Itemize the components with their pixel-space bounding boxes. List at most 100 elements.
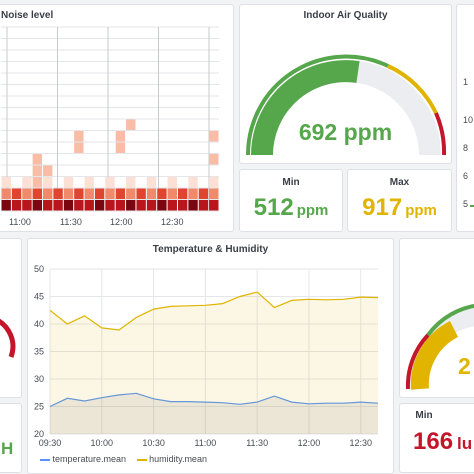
series-area-humidity-mean (50, 292, 378, 434)
heatmap-cell[interactable] (11, 188, 22, 200)
heatmap-cell[interactable] (84, 177, 94, 188)
y-tick-label: 45 (34, 292, 44, 302)
heatmap-cell[interactable] (209, 188, 219, 200)
heatmap-cell[interactable] (22, 188, 32, 200)
heatmap-cell[interactable] (209, 154, 219, 165)
heatmap-cell[interactable] (74, 131, 84, 142)
heatmap-cell[interactable] (84, 200, 94, 211)
series-line-temperature-mean[interactable] (49, 392, 379, 408)
x-tick-label: 11:30 (246, 438, 268, 448)
heatmap-cell[interactable] (32, 177, 43, 188)
stat-title: Max (389, 177, 410, 188)
x-tick-label: 11:30 (60, 217, 82, 227)
heatmap-cell[interactable] (126, 177, 136, 188)
heatmap-cell[interactable] (105, 188, 115, 200)
temperature-humidity-panel: Temperature & Humidity 20 25 30 35 40 45 50 09:… (27, 238, 394, 474)
heatmap-cell[interactable] (22, 200, 32, 211)
heatmap-cell[interactable] (32, 200, 43, 211)
temperature-humidity-chart[interactable]: 20 25 30 35 40 45 50 09:30 10:00 10:30 11:00 11:30 1… (28, 239, 394, 474)
gauge-value-fragment: 2 (458, 353, 471, 379)
heatmap-cell[interactable] (1, 200, 11, 211)
stat-unit: ppm (296, 202, 329, 219)
heatmap-cell[interactable] (32, 154, 43, 165)
heatmap-cell[interactable] (157, 200, 167, 211)
heatmap-cell[interactable] (136, 200, 146, 211)
heatmap-cell[interactable] (53, 200, 63, 211)
heatmap-cell[interactable] (126, 200, 136, 211)
x-tick-label: 12:00 (110, 217, 133, 227)
heatmap-cell[interactable] (94, 188, 105, 200)
noise-heatmap[interactable] (0, 5, 234, 232)
heatmap-cell[interactable] (1, 188, 11, 200)
partial-gauge (405, 303, 474, 391)
heatmap-cell[interactable] (146, 200, 157, 211)
heatmap-cell[interactable] (115, 200, 126, 211)
threshold-red (405, 333, 430, 390)
right-partial-panel: 1 10 8 6 5 (456, 4, 474, 232)
axis-tick: 8 (463, 143, 469, 153)
heatmap-cell[interactable] (74, 188, 84, 200)
stat-value: 917 ppm (348, 194, 451, 222)
heatmap-cell[interactable] (209, 200, 219, 211)
heatmap-cell[interactable] (105, 200, 115, 211)
x-tick-label: 09:30 (39, 438, 62, 448)
heatmap-cell[interactable] (167, 200, 177, 211)
heatmap-cell[interactable] (115, 131, 126, 142)
gauge-value-arc (410, 320, 459, 390)
heatmap-cell[interactable] (126, 188, 136, 200)
heatmap-cell[interactable] (136, 188, 146, 200)
heatmap-cell[interactable] (32, 188, 43, 200)
heatmap-cell[interactable] (115, 188, 126, 200)
heatmap-cell[interactable] (63, 177, 74, 188)
heatmap-cell[interactable] (157, 188, 167, 200)
heatmap-cell[interactable] (115, 142, 126, 154)
heatmap-cell[interactable] (53, 188, 63, 200)
heatmap-cell[interactable] (43, 177, 53, 188)
heatmap-cell[interactable] (84, 188, 94, 200)
heatmap-cell[interactable] (177, 200, 188, 211)
stat-title: Min (415, 410, 433, 421)
heatmap-cell[interactable] (1, 177, 11, 188)
heatmap-cell[interactable] (198, 200, 209, 211)
y-tick-label: 25 (34, 402, 44, 412)
panel-title: Temperature & Humidity (152, 244, 269, 255)
heatmap-cell[interactable] (32, 165, 43, 177)
heatmap-cell[interactable] (126, 119, 136, 131)
heatmap-cell[interactable] (22, 177, 32, 188)
heatmap-cell[interactable] (43, 200, 53, 211)
indoor-air-quality-panel: Indoor Air Quality 692 ppm (239, 4, 452, 164)
heatmap-cell[interactable] (198, 188, 209, 200)
heatmap-cell[interactable] (167, 177, 177, 188)
stat-number: 166 (413, 428, 454, 455)
air-quality-gauge (245, 54, 447, 156)
series-line-humidity-mean[interactable] (49, 291, 379, 331)
legend-swatch (40, 458, 50, 461)
heatmap-cell[interactable] (94, 200, 105, 211)
heatmap-cell[interactable] (74, 200, 84, 211)
threshold-green (426, 303, 474, 337)
stat-title: Min (282, 177, 300, 188)
heatmap-cell[interactable] (146, 177, 157, 188)
heatmap-cell[interactable] (167, 188, 177, 200)
legend-item-humidity[interactable]: humidity.mean (136, 454, 207, 464)
heatmap-cell[interactable] (209, 177, 219, 188)
heatmap-cell[interactable] (105, 177, 115, 188)
stat-unit: ppm (405, 202, 437, 219)
legend-item-temperature[interactable]: temperature.mean (40, 454, 129, 464)
heatmap-cell[interactable] (43, 188, 53, 200)
heatmap-cell[interactable] (63, 188, 74, 200)
heatmap-cell[interactable] (43, 165, 53, 177)
heatmap-cell[interactable] (209, 131, 219, 142)
heatmap-cell[interactable] (11, 200, 22, 211)
panel-title: Noise level (1, 10, 54, 21)
heatmap-cell[interactable] (188, 200, 198, 211)
heatmap-cell[interactable] (146, 188, 157, 200)
right-partial-gauge-panel: 2 (399, 238, 474, 398)
heatmap-cell[interactable] (63, 200, 74, 211)
stat-unit: lu (457, 434, 473, 453)
heatmap-cell[interactable] (177, 188, 188, 200)
heatmap-cell[interactable] (188, 188, 198, 200)
x-tick-label: 10:00 (91, 438, 114, 448)
heatmap-cell[interactable] (74, 142, 84, 154)
heatmap-cell[interactable] (188, 177, 198, 188)
